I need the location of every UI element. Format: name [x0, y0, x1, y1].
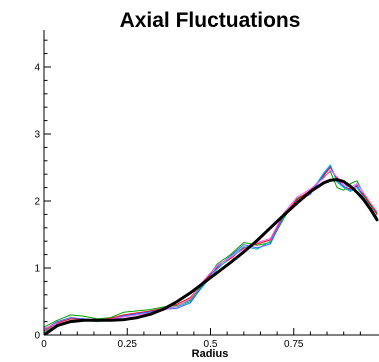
- axes-layer: [43, 30, 379, 336]
- profile-series-line: [44, 169, 378, 329]
- ticks-layer: 0 1 2 3 4 0 0.25 0.5 0.75: [34, 39, 361, 350]
- x-tick-label: 0.25: [118, 339, 138, 350]
- profile-series-line: [44, 165, 378, 331]
- profile-series-line: [44, 164, 378, 333]
- x-tick-label: 0.75: [284, 339, 304, 350]
- profile-series-line: [44, 167, 378, 332]
- series-layer: [44, 164, 379, 335]
- x-tick-label: 0: [41, 339, 47, 350]
- chart-title: Axial Fluctuations: [120, 9, 301, 32]
- y-tick-label: 0: [34, 331, 40, 342]
- y-tick-label: 1: [34, 264, 40, 275]
- y-tick-label: 2: [34, 197, 40, 208]
- y-tick-label: 3: [34, 130, 40, 141]
- profile-series-line: [44, 171, 378, 328]
- y-tick-label: 4: [34, 63, 40, 74]
- x-tick-label: 0.5: [204, 339, 218, 350]
- fit-curve-line: [44, 178, 379, 335]
- x-axis-title: Radius: [192, 348, 229, 360]
